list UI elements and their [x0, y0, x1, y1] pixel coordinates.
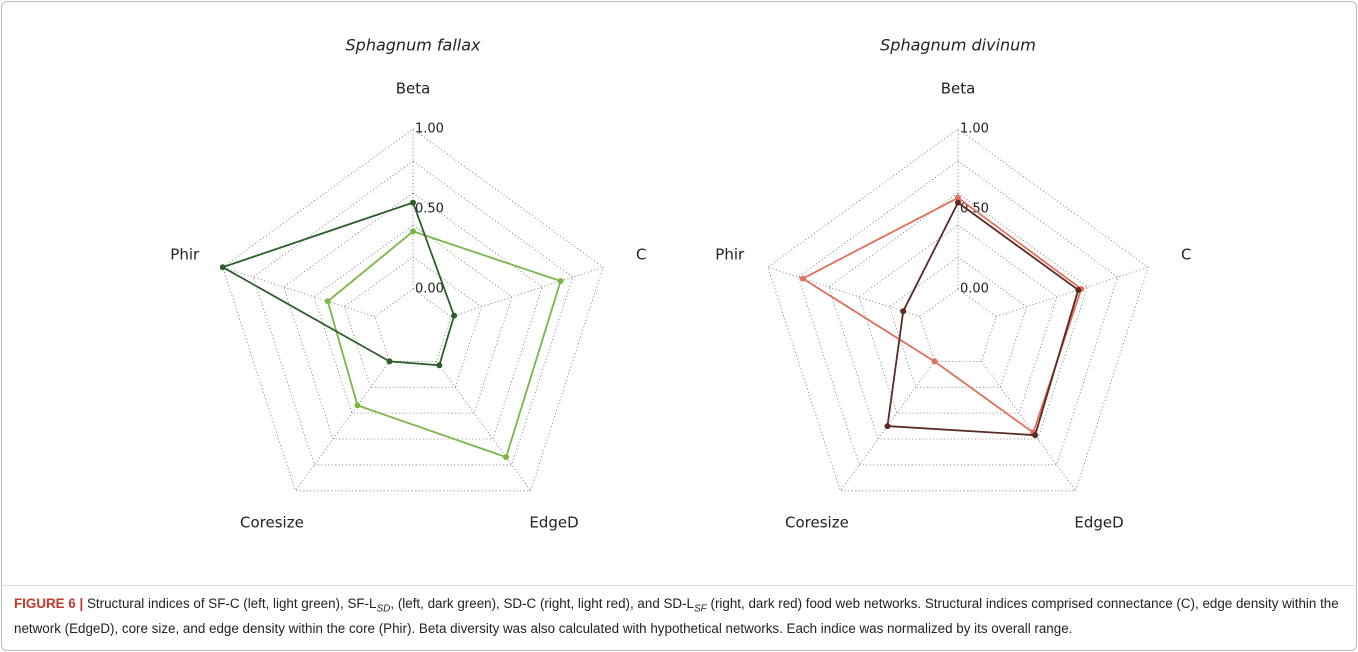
- axis-label: Phir: [715, 245, 745, 263]
- axis-label: Beta: [941, 80, 976, 98]
- separator: [1, 585, 1357, 586]
- series-line: [220, 201, 456, 367]
- grid-ring: [858, 224, 1058, 414]
- grid-ring: [252, 160, 574, 466]
- series-line: [326, 230, 562, 459]
- spoke: [995, 266, 1149, 318]
- data-point: [436, 362, 443, 369]
- spoke: [840, 361, 935, 492]
- grid-ring: [313, 224, 513, 414]
- axis-label: Beta: [396, 80, 431, 98]
- grid-ring: [344, 256, 482, 388]
- data-point: [884, 423, 891, 430]
- chart-title: Sphagnum divinum: [880, 36, 1036, 55]
- data-point: [1075, 286, 1082, 293]
- grid-ring: [374, 288, 452, 362]
- chart-title: Sphagnum fallax: [346, 36, 482, 55]
- charts: Sphagnum fallax Beta C EdgeD Coresize Phir 0.0…: [170, 36, 1191, 532]
- caption-text: , (left, dark green), SD-C (right, light…: [390, 596, 695, 611]
- caption-label: FIGURE 6 |: [14, 596, 84, 611]
- data-point: [955, 199, 961, 206]
- caption: FIGURE 6 | Structural indices of SF-C (l…: [14, 594, 1344, 638]
- r-tick-label: 1.00: [960, 122, 989, 137]
- r-tick-label: 0.00: [960, 282, 989, 297]
- axis-label: C: [1181, 245, 1191, 263]
- grid-ring: [797, 160, 1119, 466]
- spoke: [295, 361, 390, 492]
- spoke: [767, 266, 921, 318]
- grid-ring: [919, 288, 997, 362]
- axis-label: EdgeD: [529, 514, 578, 532]
- data-point: [503, 454, 510, 461]
- grid-ring: [283, 192, 543, 440]
- r-tick-label: 0.00: [415, 282, 444, 297]
- caption-text: (right, dark red) food web networks. Str…: [14, 596, 1339, 636]
- data-point: [799, 275, 806, 282]
- caption-subscript: SD: [376, 603, 391, 615]
- data-point: [900, 308, 907, 315]
- data-point: [410, 199, 416, 206]
- spoke: [450, 266, 604, 318]
- axis-label: Coresize: [240, 514, 304, 532]
- data-point: [1032, 432, 1039, 439]
- axis-label: Phir: [170, 245, 200, 263]
- spoke: [981, 361, 1076, 492]
- data-point: [451, 312, 458, 319]
- spoke: [436, 361, 531, 492]
- axis-label: Coresize: [785, 514, 849, 532]
- caption-text: Structural indices of SF-C (left, light …: [86, 596, 377, 611]
- data-point: [557, 278, 564, 285]
- data-point: [354, 402, 361, 409]
- data-point: [386, 358, 393, 365]
- data-point: [410, 228, 416, 235]
- grid-ring: [828, 192, 1088, 440]
- data-point: [219, 264, 226, 271]
- series-line: [886, 201, 1080, 437]
- r-tick-label: 1.00: [415, 122, 444, 137]
- data-point: [324, 298, 331, 305]
- grid-ring: [889, 256, 1027, 388]
- series-line: [800, 196, 1083, 434]
- axis-label: C: [636, 245, 646, 263]
- spoke: [222, 266, 376, 318]
- data-point: [955, 194, 961, 201]
- axis-label: EdgeD: [1074, 514, 1123, 532]
- data-point: [931, 358, 938, 365]
- caption-subscript: SF: [694, 603, 707, 615]
- r-tick-label: 0.50: [415, 202, 444, 217]
